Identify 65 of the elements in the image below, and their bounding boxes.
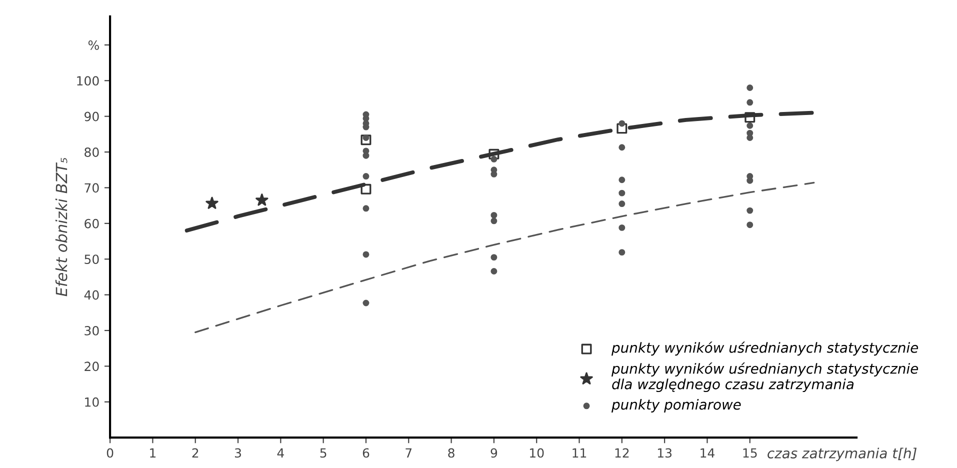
point — [360, 184, 372, 194]
y-tick-label: % — [88, 40, 99, 50]
x-tick-label: 7 — [406, 448, 412, 458]
y-tick-label: 10 — [85, 397, 99, 407]
x-tick-label: 13 — [658, 448, 672, 458]
y-tick-label: 80 — [84, 147, 99, 157]
point — [360, 134, 372, 146]
point — [618, 176, 626, 184]
point — [746, 84, 754, 92]
x-tick-label: 3 — [234, 448, 241, 458]
x-tick-label: 12 — [615, 448, 629, 458]
point — [618, 249, 626, 256]
point — [616, 123, 628, 134]
point — [362, 251, 370, 258]
y-tick-label: 20 — [84, 362, 99, 372]
point — [490, 268, 498, 274]
y-tick-label: 100 — [77, 76, 99, 86]
legend-label: punkty pomiarowe — [611, 399, 741, 412]
point — [746, 177, 754, 184]
x-tick-label: 1 — [150, 448, 156, 458]
x-tick-label: 6 — [362, 448, 370, 458]
point — [490, 212, 498, 218]
point — [362, 300, 370, 306]
x-tick-label: 8 — [448, 448, 454, 458]
y-tick-label: 50 — [84, 254, 99, 264]
y-tick-label: 40 — [84, 290, 99, 300]
point — [206, 196, 218, 209]
legend-label: punkty wyników uśrednianych statystycznie dla względnego czasu zatrzymania — [611, 362, 918, 392]
y-tick-label: 60 — [84, 218, 99, 228]
x-tick-label: 2 — [192, 448, 198, 458]
point — [746, 134, 754, 141]
x-axis-title: czas zatrzymania t[h] — [768, 448, 917, 462]
point — [746, 222, 754, 228]
legend-label: punkty wyników uśrednianych statystycznie — [611, 342, 918, 356]
point — [618, 120, 626, 127]
point — [618, 190, 626, 196]
x-tick-label: 5 — [320, 448, 326, 458]
x-tick-label: 14 — [700, 448, 714, 458]
point — [488, 148, 500, 160]
line-series — [194, 182, 815, 334]
x-tick-label: 11 — [572, 448, 586, 458]
point — [490, 156, 498, 162]
point — [618, 144, 626, 151]
y-axis-title: Efekt obnizki BZT₅ — [55, 158, 68, 296]
point — [618, 200, 626, 208]
x-tick-label: 4 — [277, 448, 284, 458]
line-series — [184, 110, 816, 232]
x-tick-label: 0 — [106, 448, 114, 458]
x-tick-label: 15 — [743, 448, 757, 458]
point — [618, 224, 626, 231]
point — [362, 152, 370, 159]
y-tick-label: 30 — [84, 326, 99, 336]
point — [362, 205, 370, 212]
point — [744, 112, 756, 123]
x-tick-label: 9 — [490, 448, 498, 458]
point — [746, 207, 754, 214]
point — [746, 122, 754, 129]
point — [490, 254, 498, 261]
point — [490, 218, 498, 224]
x-tick-label: 10 — [530, 448, 544, 458]
point — [746, 99, 754, 106]
y-tick-label: 90 — [84, 112, 99, 122]
point — [362, 173, 370, 180]
point — [256, 194, 268, 206]
y-tick-label: 70 — [84, 183, 99, 193]
